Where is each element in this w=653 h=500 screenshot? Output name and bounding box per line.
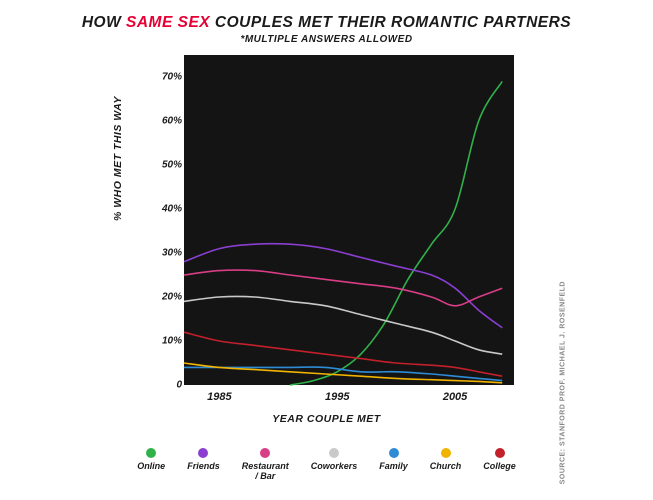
chart-title: HOW SAME SEX COUPLES MET THEIR ROMANTIC …	[0, 14, 653, 32]
y-tick: 0	[158, 380, 182, 391]
x-axis-label: YEAR COUPLE MET	[0, 413, 653, 425]
legend-label: Friends	[187, 462, 220, 472]
legend-dot-icon	[495, 448, 505, 458]
y-axis-label: % WHO MET THIS WAY	[112, 96, 124, 221]
y-tick: 20%	[158, 292, 182, 303]
series-line	[290, 81, 502, 385]
legend-dot-icon	[389, 448, 399, 458]
legend-item: Coworkers	[311, 448, 358, 482]
legend-label: Restaurant / Bar	[242, 462, 289, 482]
legend-dot-icon	[441, 448, 451, 458]
legend-label: Online	[137, 462, 165, 472]
legend-dot-icon	[260, 448, 270, 458]
title-pre: HOW	[82, 14, 126, 31]
y-tick: 70%	[158, 72, 182, 83]
chart-subtitle: *MULTIPLE ANSWERS ALLOWED	[0, 34, 653, 45]
legend-label: Church	[430, 462, 462, 472]
legend-label: Family	[379, 462, 408, 472]
legend-item: Friends	[187, 448, 220, 482]
y-tick: 30%	[158, 248, 182, 259]
legend-item: Online	[137, 448, 165, 482]
legend-item: Restaurant / Bar	[242, 448, 289, 482]
line-chart-svg	[184, 55, 514, 385]
legend: Online Friends Restaurant / Bar Coworkers Fa…	[0, 448, 653, 482]
x-tick: 2005	[443, 391, 467, 403]
legend-dot-icon	[329, 448, 339, 458]
series-line	[184, 363, 502, 383]
title-block: HOW SAME SEX COUPLES MET THEIR ROMANTIC …	[0, 0, 653, 45]
plot-background	[184, 55, 514, 385]
legend-item: Family	[379, 448, 408, 482]
legend-dot-icon	[146, 448, 156, 458]
legend-dot-icon	[198, 448, 208, 458]
legend-label: College	[483, 462, 516, 472]
y-tick: 10%	[158, 336, 182, 347]
legend-item: Church	[430, 448, 462, 482]
legend-item: College	[483, 448, 516, 482]
x-tick: 1985	[207, 391, 231, 403]
y-tick: 60%	[158, 116, 182, 127]
series-line	[184, 244, 502, 328]
x-tick: 1995	[325, 391, 349, 403]
legend-label: Coworkers	[311, 462, 358, 472]
y-tick: 50%	[158, 160, 182, 171]
y-tick: 40%	[158, 204, 182, 215]
title-post: COUPLES MET THEIR ROMANTIC PARTNERS	[210, 14, 571, 31]
title-highlight: SAME SEX	[126, 14, 210, 31]
